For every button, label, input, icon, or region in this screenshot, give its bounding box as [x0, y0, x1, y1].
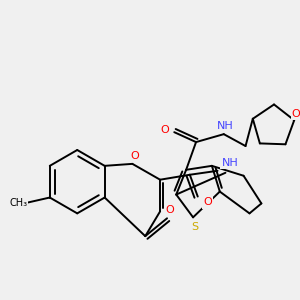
Text: NH: NH — [221, 158, 238, 168]
Text: O: O — [166, 206, 174, 215]
Text: O: O — [203, 197, 212, 208]
Text: S: S — [191, 222, 199, 232]
Text: CH₃: CH₃ — [9, 199, 27, 208]
Text: O: O — [160, 125, 169, 135]
Text: O: O — [292, 109, 300, 119]
Text: NH: NH — [218, 121, 234, 131]
Text: O: O — [130, 151, 139, 161]
